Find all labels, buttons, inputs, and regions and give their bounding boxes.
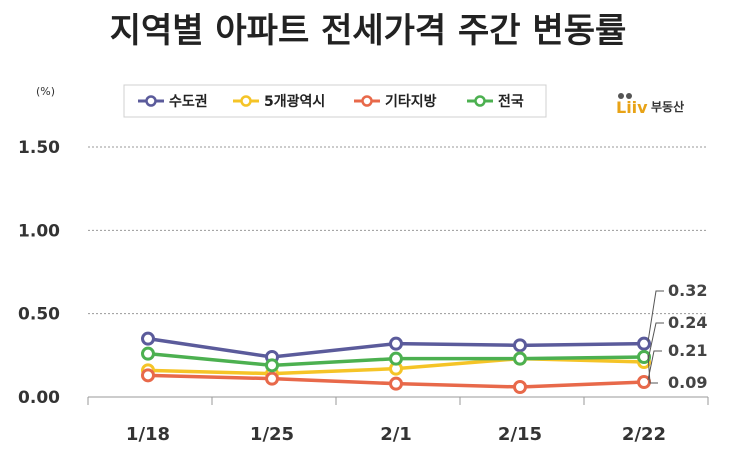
logo-dot [618,93,624,99]
legend-label: 전국 [498,93,524,110]
label-leader-line [647,350,662,381]
x-tick-label: 2/22 [622,424,666,445]
data-point [637,350,651,364]
y-tick-label: 0.00 [18,388,60,408]
x-tick-label: 1/25 [250,424,294,445]
data-point [265,358,279,373]
chart-title: 지역별 아파트 전세가격 주간 변동률 [110,11,627,51]
legend-marker [145,95,157,107]
data-point [141,346,155,361]
x-tick-label: 2/1 [380,424,412,445]
legend-marker [361,95,373,107]
data-label: 0.09 [668,373,707,392]
brand-sub-text: 부동산 [651,99,684,114]
data-point [637,375,651,389]
data-point [141,368,155,383]
y-tick-label: 1.50 [18,138,60,158]
legend-marker [474,95,486,107]
data-point [389,336,403,351]
legend-marker [240,95,252,107]
y-tick-label: 1.00 [18,221,60,241]
data-point [265,371,279,386]
data-point [513,338,527,353]
label-leader-line [647,322,664,361]
x-tick-label: 2/15 [498,424,542,445]
data-point [513,351,527,366]
y-unit-label: (%) [36,85,55,98]
data-label: 0.24 [668,313,707,332]
brand-logo: Liiv 부동산 [616,93,684,117]
legend-label: 5개광역시 [264,93,325,110]
x-tick-label: 1/18 [126,424,170,445]
data-point [637,336,651,351]
brand-logo-text: Liiv [616,98,648,117]
label-leader-line [647,290,664,342]
data-label: 0.32 [668,281,707,300]
data-point [389,376,403,391]
data-label: 0.21 [668,341,707,360]
y-tick-label: 0.50 [18,305,60,325]
legend-label: 기타지방 [385,93,437,110]
data-point [389,351,403,366]
data-point [513,380,527,394]
legend-label: 수도권 [169,94,208,110]
legend: 수도권 5개광역시 기타지방 전국 [123,84,547,118]
label-leader-line [647,354,658,384]
logo-dot [626,93,632,99]
data-point [141,331,155,346]
